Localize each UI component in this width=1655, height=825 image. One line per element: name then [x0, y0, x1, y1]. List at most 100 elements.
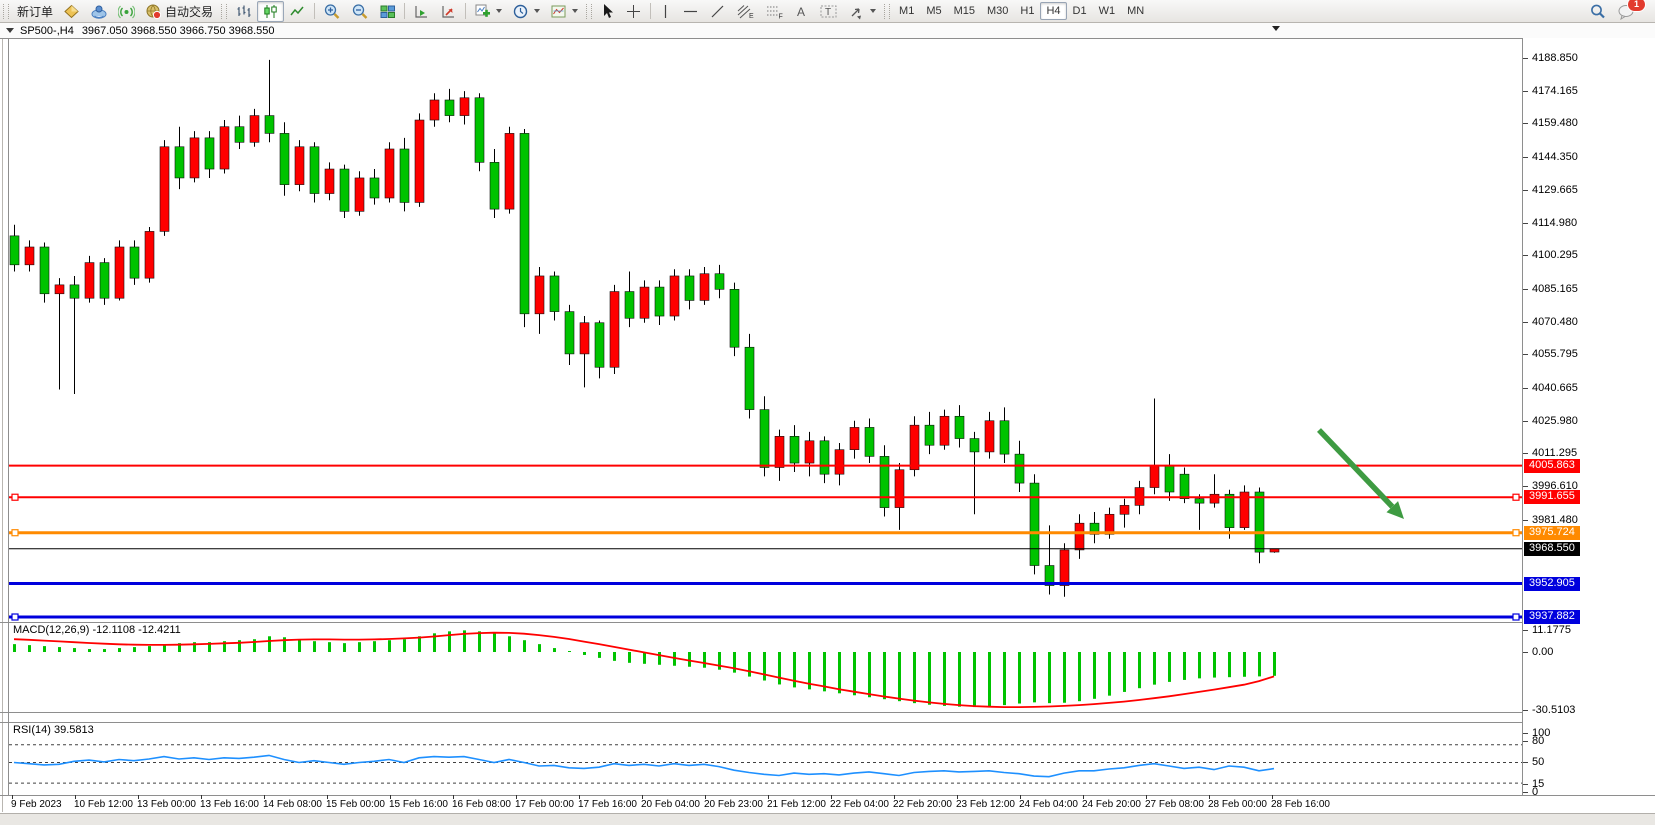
tile-windows-button[interactable] [374, 1, 401, 22]
one-click-expand-icon[interactable] [6, 28, 14, 33]
candlestick-chart-button[interactable] [257, 0, 285, 22]
timeframe-button-m30[interactable]: M30 [987, 5, 1009, 17]
price-tick-label: 4129.665 [1523, 184, 1578, 196]
time-axis-label: 17 Feb 16:00 [578, 795, 637, 810]
timeframe-button-h1[interactable]: H1 [1020, 5, 1035, 17]
plot-left-border [8, 38, 9, 795]
candle-body [294, 146, 305, 185]
time-axis-label: 13 Feb 00:00 [137, 795, 196, 810]
line-selection-handle[interactable] [11, 613, 19, 621]
vertical-line-tool[interactable] [654, 1, 677, 22]
macd-rsi-splitter-top[interactable] [0, 712, 1655, 713]
time-axis-label: 23 Feb 12:00 [956, 795, 1015, 810]
zoom-in-icon [324, 3, 340, 19]
horizontal-line-tool[interactable] [677, 1, 704, 22]
toolbar-grip[interactable] [3, 3, 9, 19]
chart-shift-button[interactable] [435, 1, 462, 22]
time-axis-label: 27 Feb 08:00 [1145, 795, 1204, 810]
periods-button[interactable] [507, 1, 545, 22]
timeframe-button-mn[interactable]: MN [1127, 5, 1145, 17]
timeframe-button-w1[interactable]: W1 [1098, 5, 1116, 17]
templates-button[interactable] [545, 1, 583, 22]
candle-body [84, 262, 95, 299]
timeframe-button-m1[interactable]: M1 [899, 5, 915, 17]
candle-body [894, 469, 905, 508]
candle-body [969, 438, 980, 453]
line-selection-handle[interactable] [11, 529, 19, 537]
line-selection-handle[interactable] [1512, 493, 1520, 501]
macd-axis-label: 0.00 [1523, 646, 1553, 658]
signals-button[interactable] [113, 1, 140, 22]
line-selection-handle[interactable] [1512, 529, 1520, 537]
time-axis[interactable]: 9 Feb 2023 10 Feb 12:00 13 Feb 00:00 13 Feb… [8, 795, 1522, 812]
trendline-icon [711, 5, 724, 17]
timeframe-button-m15[interactable]: M15 [953, 5, 975, 17]
price-axis[interactable]: 4188.850 4174.165 4159.480 4144.350 4129.665… [1522, 38, 1655, 798]
arrows-tool[interactable] [843, 1, 881, 22]
candle-body [144, 231, 155, 279]
candle-body [114, 246, 125, 299]
main-macd-splitter[interactable] [0, 622, 1655, 623]
candle-body [399, 148, 410, 203]
auto-trading-button[interactable]: 自动交易 [140, 1, 218, 22]
notifications-button[interactable]: 1 [1612, 0, 1646, 22]
text-tool[interactable]: A [789, 1, 814, 22]
candle-body [1029, 482, 1040, 566]
main-chart-canvas[interactable] [9, 39, 1522, 622]
rsi-pane-canvas[interactable] [9, 723, 1522, 795]
dropdown-caret [534, 9, 541, 13]
dock-caret-icon[interactable] [1272, 26, 1280, 31]
indicators-button[interactable] [469, 1, 507, 22]
time-axis-label: 21 Feb 12:00 [767, 795, 826, 810]
label-letter: T [825, 7, 831, 18]
candle-body [1164, 464, 1175, 493]
chart-ohlc-values: 3967.050 3968.550 3966.750 3968.550 [81, 24, 275, 37]
candle-body [1239, 491, 1250, 528]
market-gold-button[interactable] [58, 1, 85, 22]
line-selection-handle[interactable] [1512, 613, 1520, 621]
crosshair-button[interactable] [620, 1, 647, 22]
candle-body [864, 427, 875, 457]
community-button[interactable] [85, 1, 113, 22]
cursor-button[interactable] [595, 1, 620, 22]
line-chart-button[interactable] [284, 1, 311, 22]
macd-pane-canvas[interactable] [9, 623, 1522, 712]
candle-body [69, 284, 80, 299]
line-price-label: 4005.863 [1524, 458, 1580, 473]
tile-windows-icon [380, 5, 396, 18]
timeframe-button-m5[interactable]: M5 [926, 5, 942, 17]
bar-chart-button[interactable] [230, 1, 257, 22]
candle-body [564, 311, 575, 355]
label-tool[interactable]: T [814, 1, 843, 22]
time-axis-label: 13 Feb 16:00 [200, 795, 259, 810]
candle-body [1059, 549, 1070, 586]
price-tick-label: 4159.480 [1523, 117, 1578, 129]
trendline-tool[interactable] [704, 1, 731, 22]
fibonacci-tool[interactable]: F [760, 1, 789, 22]
price-tick-label: 4100.295 [1523, 249, 1578, 261]
toolbar-grip[interactable] [586, 3, 593, 19]
toolbar-grip[interactable] [221, 3, 228, 19]
zoom-in-button[interactable] [318, 1, 346, 22]
timeframe-button-h4[interactable]: H4 [1040, 2, 1067, 20]
auto-scroll-button[interactable] [408, 1, 435, 22]
macd-rsi-splitter-bottom[interactable] [0, 722, 1655, 723]
timeframe-button-d1[interactable]: D1 [1072, 5, 1087, 17]
candle-body [849, 427, 860, 450]
new-order-button[interactable]: 新订单 [12, 1, 58, 22]
toolbar-grip[interactable] [884, 3, 891, 19]
channel-tool[interactable]: E [731, 1, 760, 22]
text-icon: A [797, 5, 805, 19]
horizontal-scrollbar[interactable] [0, 813, 1655, 825]
search-button[interactable] [1584, 1, 1612, 22]
zoom-out-button[interactable] [346, 1, 374, 22]
candle-body [429, 99, 440, 121]
trend-arrow-annotation[interactable] [1317, 428, 1404, 519]
macd-name: MACD(12,26,9) [13, 624, 90, 636]
price-tick-label: 4070.480 [1523, 316, 1578, 328]
macd-axis-label: 11.1775 [1523, 624, 1571, 636]
price-tick-label: 4144.350 [1523, 151, 1578, 163]
macd-axis-label: -30.5103 [1523, 704, 1575, 716]
line-selection-handle[interactable] [11, 493, 19, 501]
